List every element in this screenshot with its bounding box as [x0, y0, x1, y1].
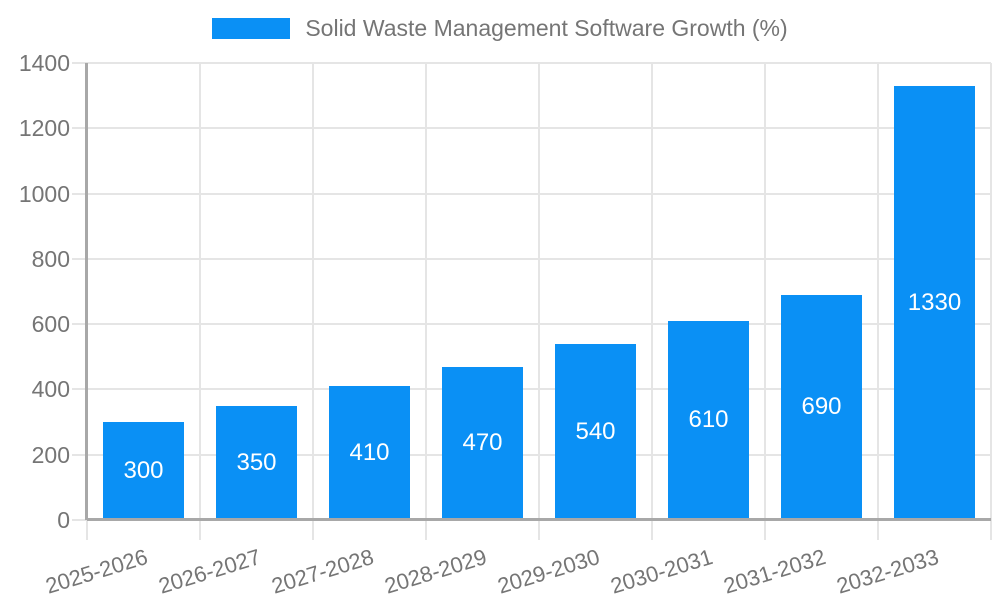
bar — [103, 422, 184, 518]
y-axis-tick-mark — [72, 453, 87, 456]
gridline-vertical — [538, 63, 540, 540]
y-axis-tick-mark — [72, 323, 87, 326]
y-tick-label: 0 — [57, 507, 70, 533]
chart-legend: Solid Waste Management Software Growth (… — [0, 15, 1000, 42]
bar-value-label: 610 — [688, 406, 729, 434]
y-axis-tick-mark — [72, 519, 87, 521]
legend-swatch — [212, 18, 291, 39]
x-tick-label: 2025-2026 — [42, 544, 151, 599]
x-tick-label: 2027-2028 — [268, 544, 377, 599]
x-axis-line — [87, 518, 991, 521]
bar — [216, 405, 297, 518]
y-axis-tick-mark — [72, 388, 87, 391]
y-tick-label: 200 — [31, 441, 70, 468]
legend-item[interactable]: Solid Waste Management Software Growth (… — [212, 15, 788, 42]
bar-value-label: 410 — [349, 439, 390, 467]
y-tick-label: 600 — [31, 311, 70, 338]
x-tick-label: 2031-2032 — [720, 544, 829, 599]
x-tick-label: 2030-2031 — [607, 544, 716, 599]
gridline-vertical — [990, 63, 992, 540]
bar-value-label: 540 — [575, 417, 616, 445]
y-tick-label: 800 — [31, 245, 70, 272]
bar-value-label: 300 — [123, 457, 164, 485]
gridline-vertical — [425, 63, 427, 540]
bar — [442, 366, 523, 518]
legend-label: Solid Waste Management Software Growth (… — [305, 15, 788, 41]
bar — [329, 386, 410, 518]
y-axis-tick-mark — [72, 192, 87, 195]
gridline-vertical — [312, 63, 314, 540]
x-tick-label: 2032-2033 — [833, 544, 942, 599]
bar-value-label: 1330 — [907, 288, 962, 316]
bar-value-label: 470 — [462, 429, 503, 457]
bar — [781, 294, 862, 518]
y-tick-label: 1000 — [18, 180, 70, 207]
bar — [668, 320, 749, 518]
y-tick-label: 1200 — [18, 115, 70, 142]
y-tick-label: 1400 — [18, 50, 70, 76]
bar-value-label: 350 — [236, 448, 277, 476]
x-tick-label: 2028-2029 — [381, 544, 490, 599]
y-axis-tick-mark — [72, 62, 87, 64]
bar-value-label: 690 — [801, 393, 842, 421]
gridline-vertical — [199, 63, 201, 540]
x-tick-label: 2029-2030 — [494, 544, 603, 599]
y-axis-tick-mark — [72, 257, 87, 260]
gridline-vertical — [651, 63, 653, 540]
y-tick-label: 400 — [31, 376, 70, 403]
y-axis-tick-mark — [72, 127, 87, 130]
gridline-vertical — [877, 63, 879, 540]
x-tick-label: 2026-2027 — [155, 544, 264, 599]
bar — [555, 343, 636, 518]
y-axis-line — [85, 63, 88, 520]
bar — [894, 85, 975, 518]
gridline-vertical — [764, 63, 766, 540]
